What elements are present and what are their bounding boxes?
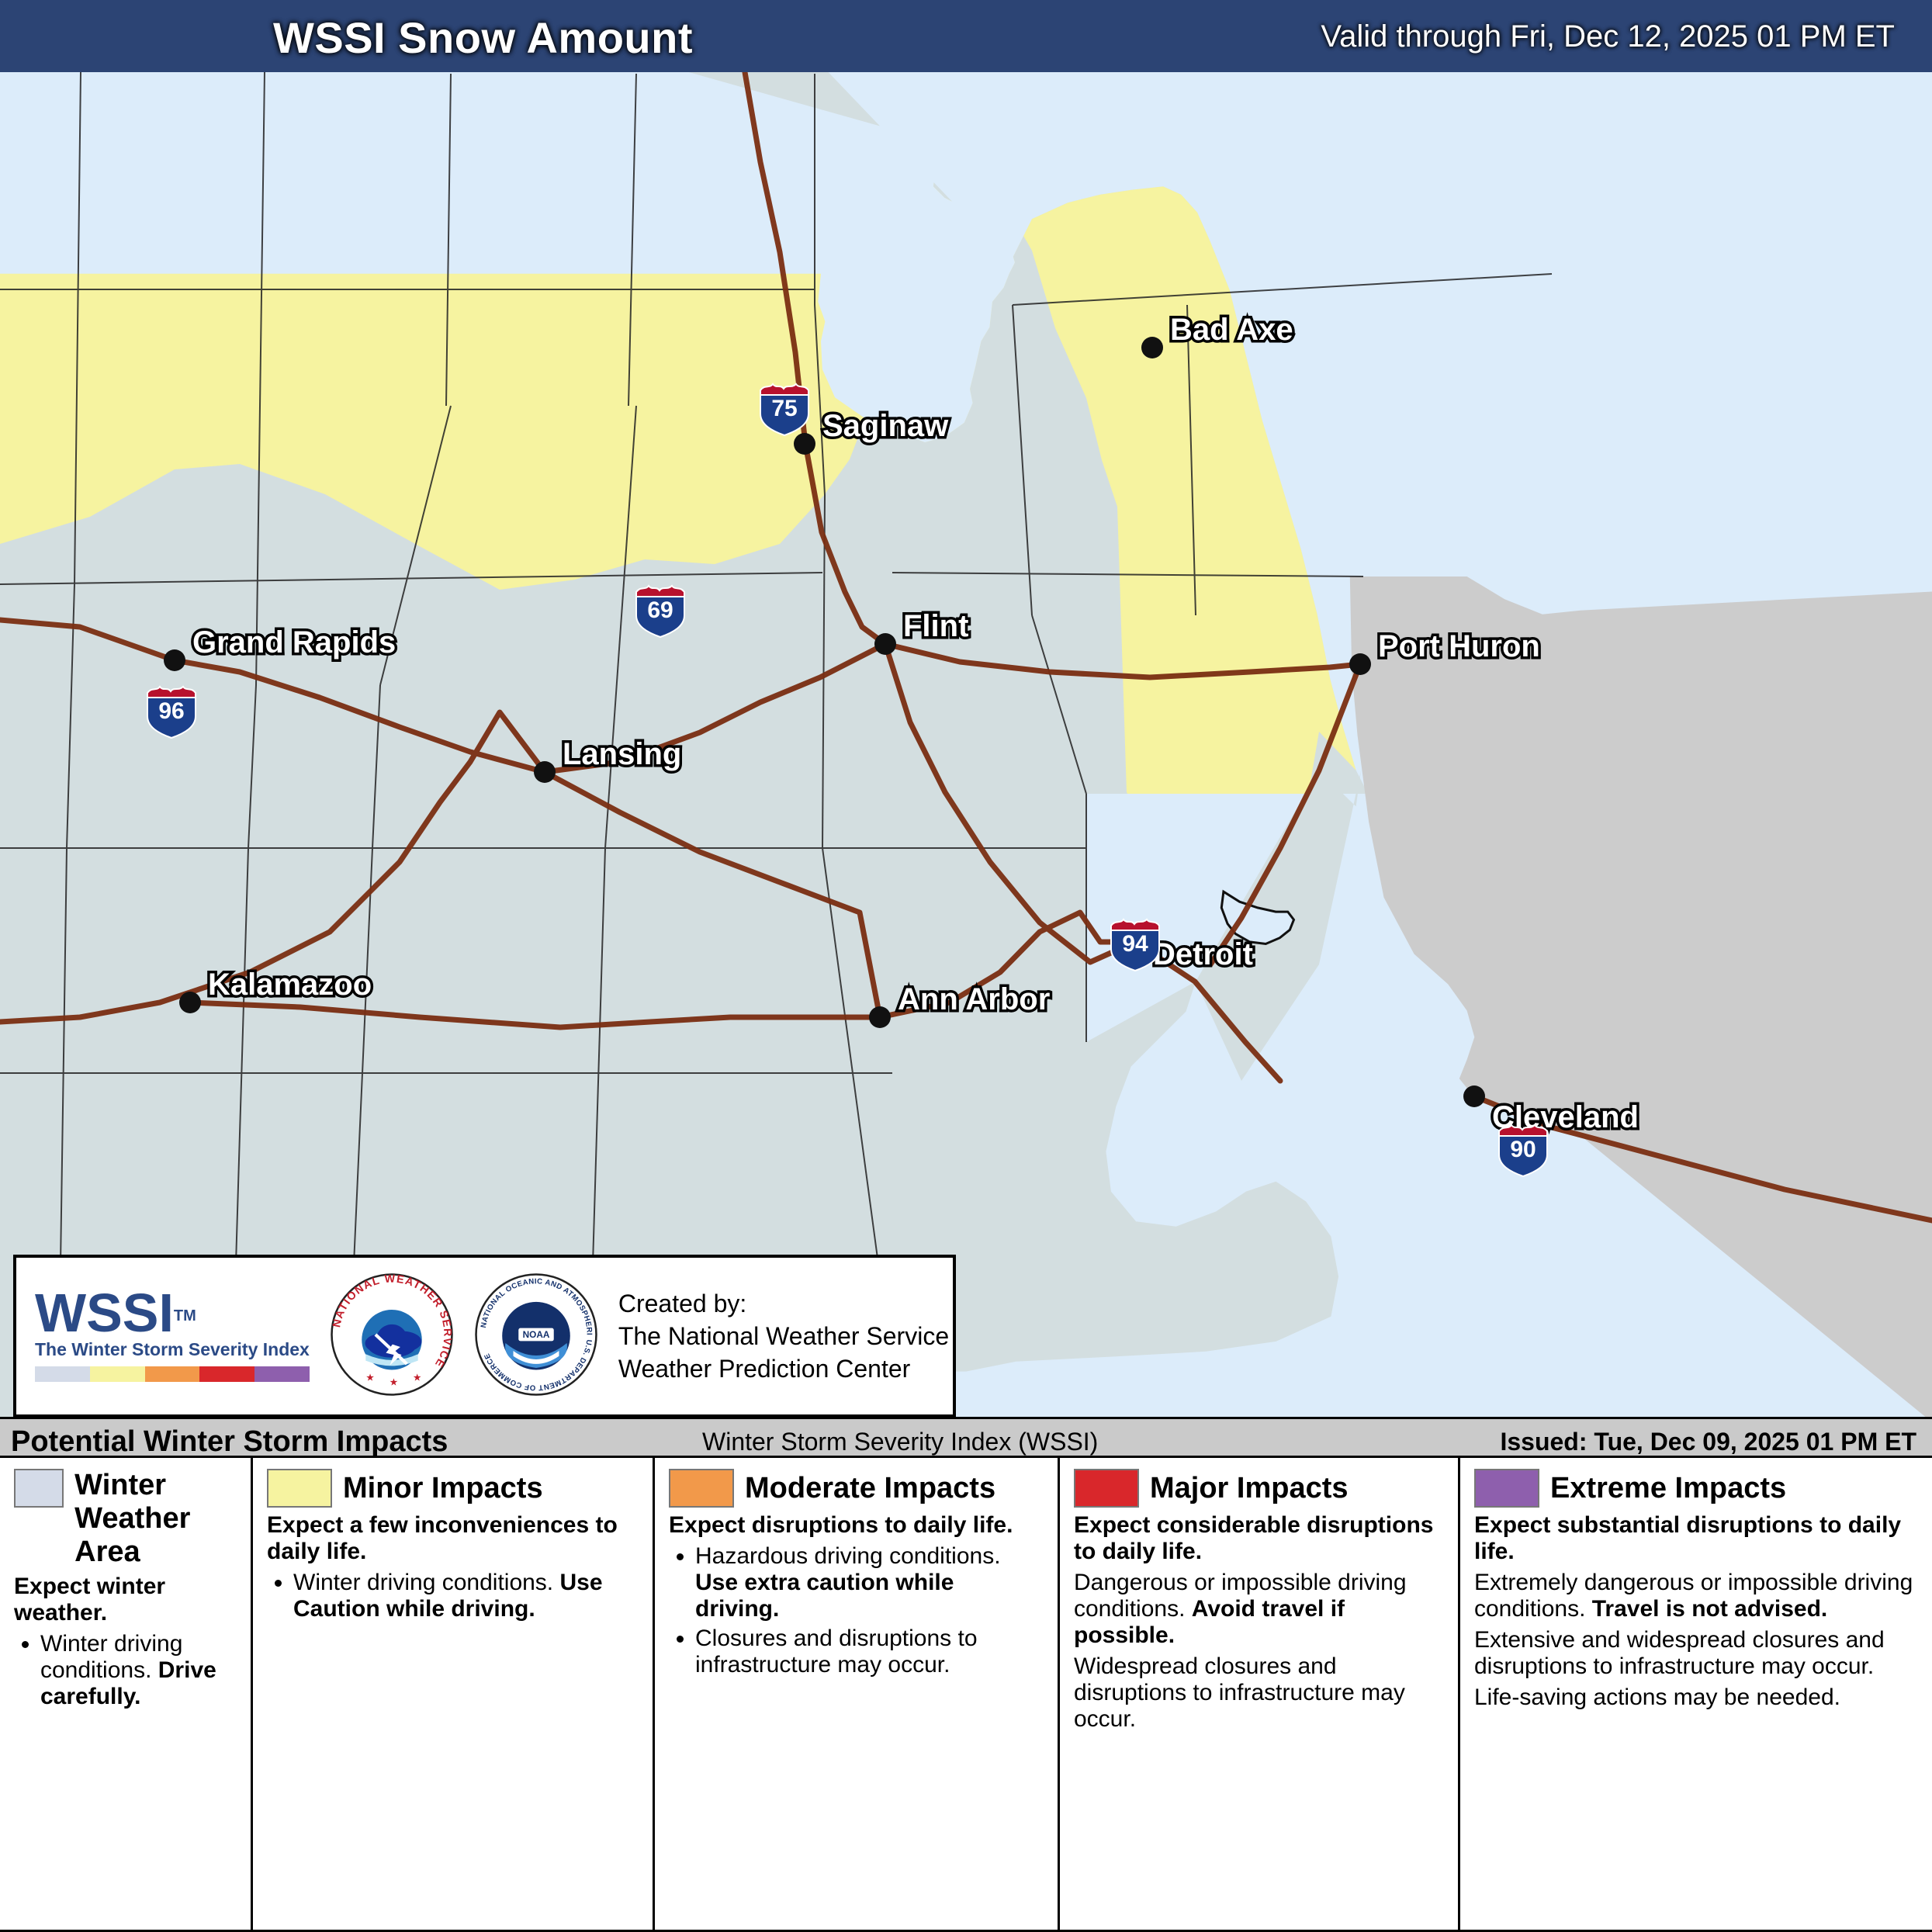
svg-text:Saginaw: Saginaw [822, 409, 949, 443]
svg-text:Ann Arbor: Ann Arbor [898, 982, 1050, 1016]
svg-text:Kalamazoo: Kalamazoo [208, 968, 372, 1002]
svg-text:Port Huron: Port Huron [1378, 629, 1540, 663]
svg-text:Flint: Flint [903, 609, 968, 643]
svg-text:94: 94 [1122, 931, 1148, 957]
svg-text:★: ★ [414, 1373, 421, 1382]
svg-text:90: 90 [1510, 1137, 1536, 1162]
svg-text:Lansing: Lansing [563, 737, 681, 771]
svg-text:69: 69 [647, 597, 673, 623]
svg-text:96: 96 [158, 698, 184, 724]
svg-text:NOAA: NOAA [523, 1330, 550, 1340]
svg-text:75: 75 [771, 396, 797, 421]
svg-text:★: ★ [390, 1377, 397, 1387]
svg-text:Grand Rapids: Grand Rapids [192, 625, 396, 660]
svg-text:Bad Axe: Bad Axe [1170, 313, 1293, 347]
svg-text:Detroit: Detroit [1153, 937, 1253, 971]
svg-text:★: ★ [366, 1373, 374, 1382]
